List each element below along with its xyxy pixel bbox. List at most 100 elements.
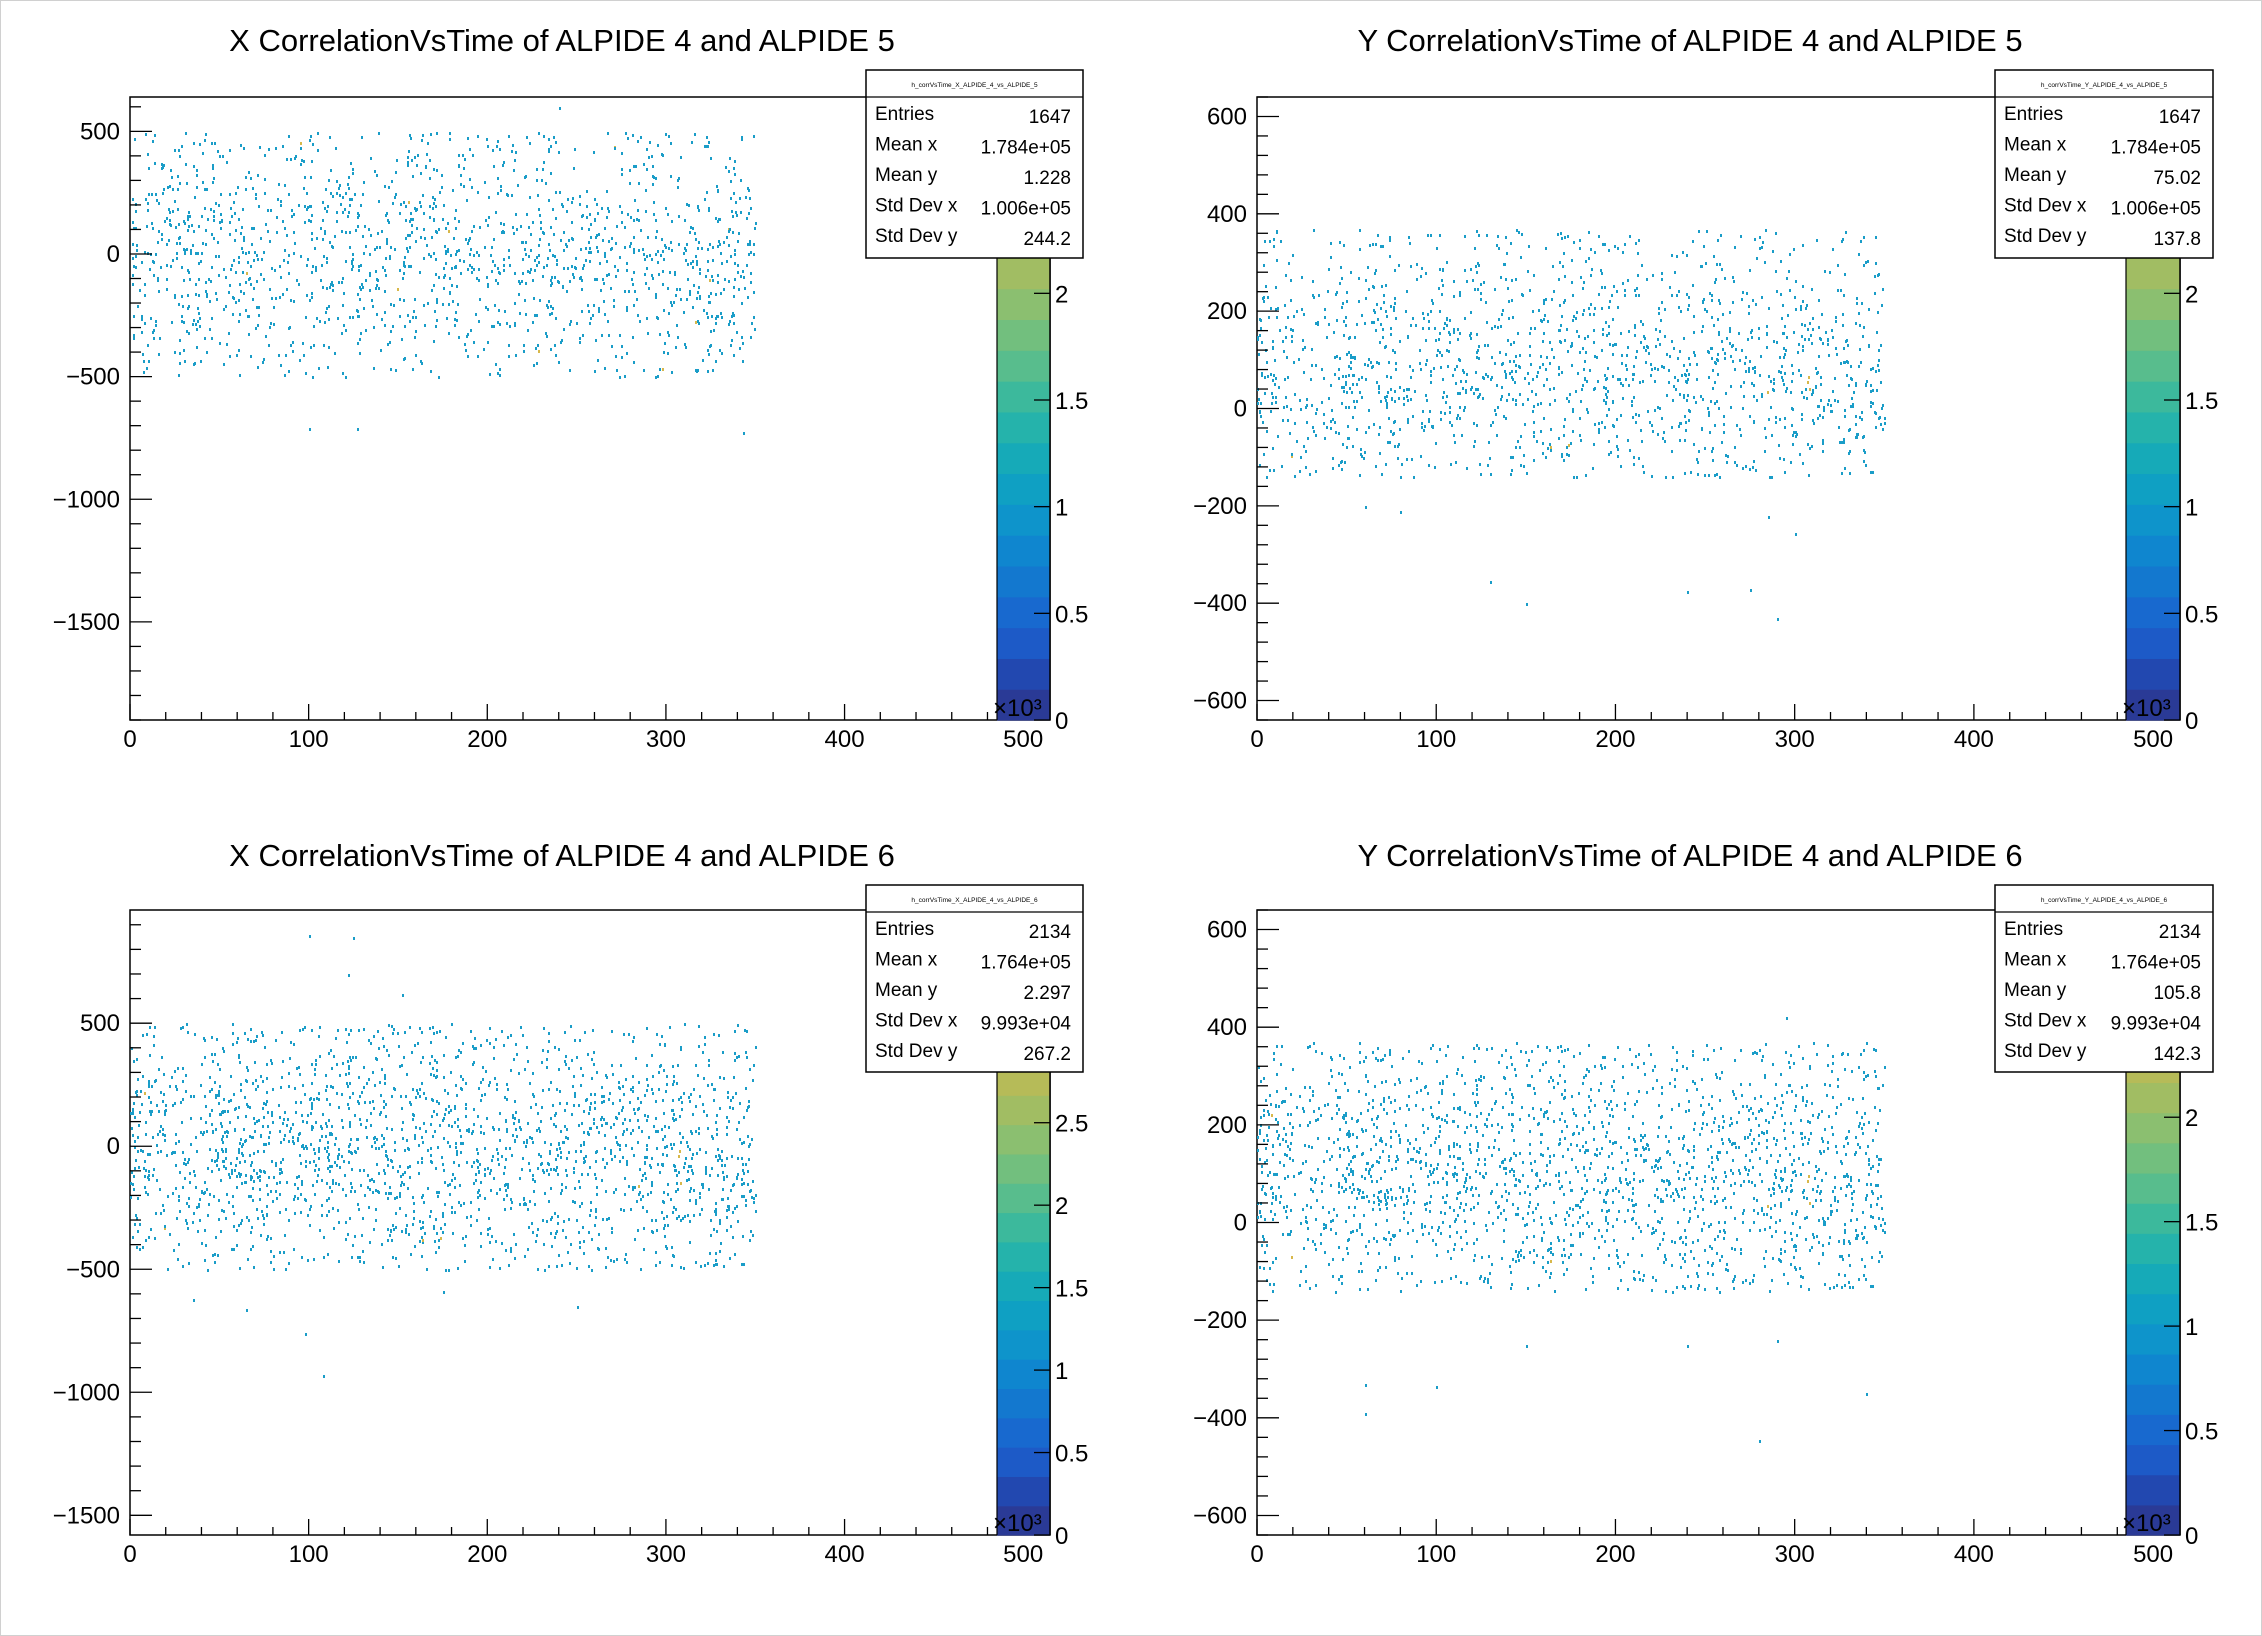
data-point (699, 295, 701, 298)
data-point (726, 1133, 728, 1136)
data-point (211, 266, 213, 269)
data-point (420, 205, 422, 208)
data-point (377, 279, 379, 282)
data-point (1784, 353, 1786, 356)
data-point (1302, 348, 1304, 351)
data-point (176, 1088, 178, 1091)
data-point (1507, 339, 1509, 342)
data-point (133, 227, 135, 230)
data-point (1449, 341, 1451, 344)
data-point (722, 1051, 724, 1054)
data-point (266, 1077, 268, 1080)
data-point (594, 1107, 596, 1110)
data-point (1601, 286, 1603, 289)
outlier-point (1777, 618, 1779, 621)
data-point (1584, 360, 1586, 363)
data-point (1634, 289, 1636, 292)
data-point (169, 1085, 171, 1088)
data-point (1460, 380, 1462, 383)
data-point (400, 1184, 402, 1187)
data-point (404, 325, 406, 328)
data-point (266, 1238, 268, 1241)
data-point (383, 1045, 385, 1048)
data-point (1598, 428, 1600, 431)
data-point (490, 254, 492, 257)
data-point (589, 260, 591, 263)
data-point (1459, 291, 1461, 294)
data-point (673, 1143, 675, 1146)
data-point (595, 1208, 597, 1211)
data-point (638, 249, 640, 252)
data-point (199, 325, 201, 328)
outlier-point (1750, 589, 1752, 592)
data-point (1617, 448, 1619, 451)
data-point (464, 158, 466, 161)
data-point (469, 253, 471, 256)
data-point (496, 145, 498, 148)
data-point (1262, 297, 1264, 300)
data-point (480, 1245, 482, 1248)
data-point (516, 1053, 518, 1056)
data-point (1359, 229, 1361, 232)
data-point (482, 1066, 484, 1069)
data-point (709, 1252, 711, 1255)
data-point (637, 1097, 639, 1100)
data-point (256, 1035, 258, 1038)
palette-band (2126, 319, 2180, 351)
data-point (1671, 450, 1673, 453)
data-point (142, 1246, 144, 1249)
data-point (716, 185, 718, 188)
data-point (182, 305, 184, 308)
data-point (1659, 343, 1661, 346)
data-point (715, 1202, 717, 1205)
data-point (151, 1085, 153, 1088)
data-point (318, 1035, 320, 1038)
data-point (1372, 243, 1374, 246)
data-point (646, 1089, 648, 1092)
data-point (193, 1095, 195, 1098)
data-point (1729, 311, 1731, 314)
data-point (575, 1160, 577, 1163)
data-point (215, 1096, 217, 1099)
data-point (218, 255, 220, 258)
data-point (732, 1096, 734, 1099)
data-point (231, 215, 233, 218)
data-point (337, 1155, 339, 1158)
data-point (338, 1153, 340, 1156)
data-point (442, 1163, 444, 1166)
data-point (680, 156, 682, 159)
data-point (487, 285, 489, 288)
data-point (680, 1182, 682, 1185)
data-point (510, 1247, 512, 1250)
data-point (1749, 360, 1751, 363)
data-point (586, 190, 588, 193)
data-point (753, 1201, 755, 1204)
data-point (466, 1129, 468, 1132)
data-point (752, 1180, 754, 1183)
data-point (487, 1167, 489, 1170)
data-point (395, 1226, 397, 1229)
data-point (228, 291, 230, 294)
data-point (311, 160, 313, 163)
data-point (143, 360, 145, 363)
data-point (1585, 474, 1587, 477)
data-point (579, 1039, 581, 1042)
data-point (1723, 423, 1725, 426)
data-point (250, 1248, 252, 1251)
data-point (1564, 299, 1566, 302)
data-point (292, 1140, 294, 1143)
data-point (250, 177, 252, 180)
data-point (688, 204, 690, 207)
data-point (1453, 434, 1455, 437)
data-point (354, 1150, 356, 1153)
data-point (1540, 402, 1542, 405)
data-point (1850, 405, 1852, 408)
data-point (326, 1214, 328, 1217)
data-point (477, 1152, 479, 1155)
data-point (697, 291, 699, 294)
data-point (561, 1264, 563, 1267)
outlier-point (1365, 506, 1367, 509)
data-point (661, 153, 663, 156)
data-point (241, 226, 243, 229)
data-point (394, 196, 396, 199)
